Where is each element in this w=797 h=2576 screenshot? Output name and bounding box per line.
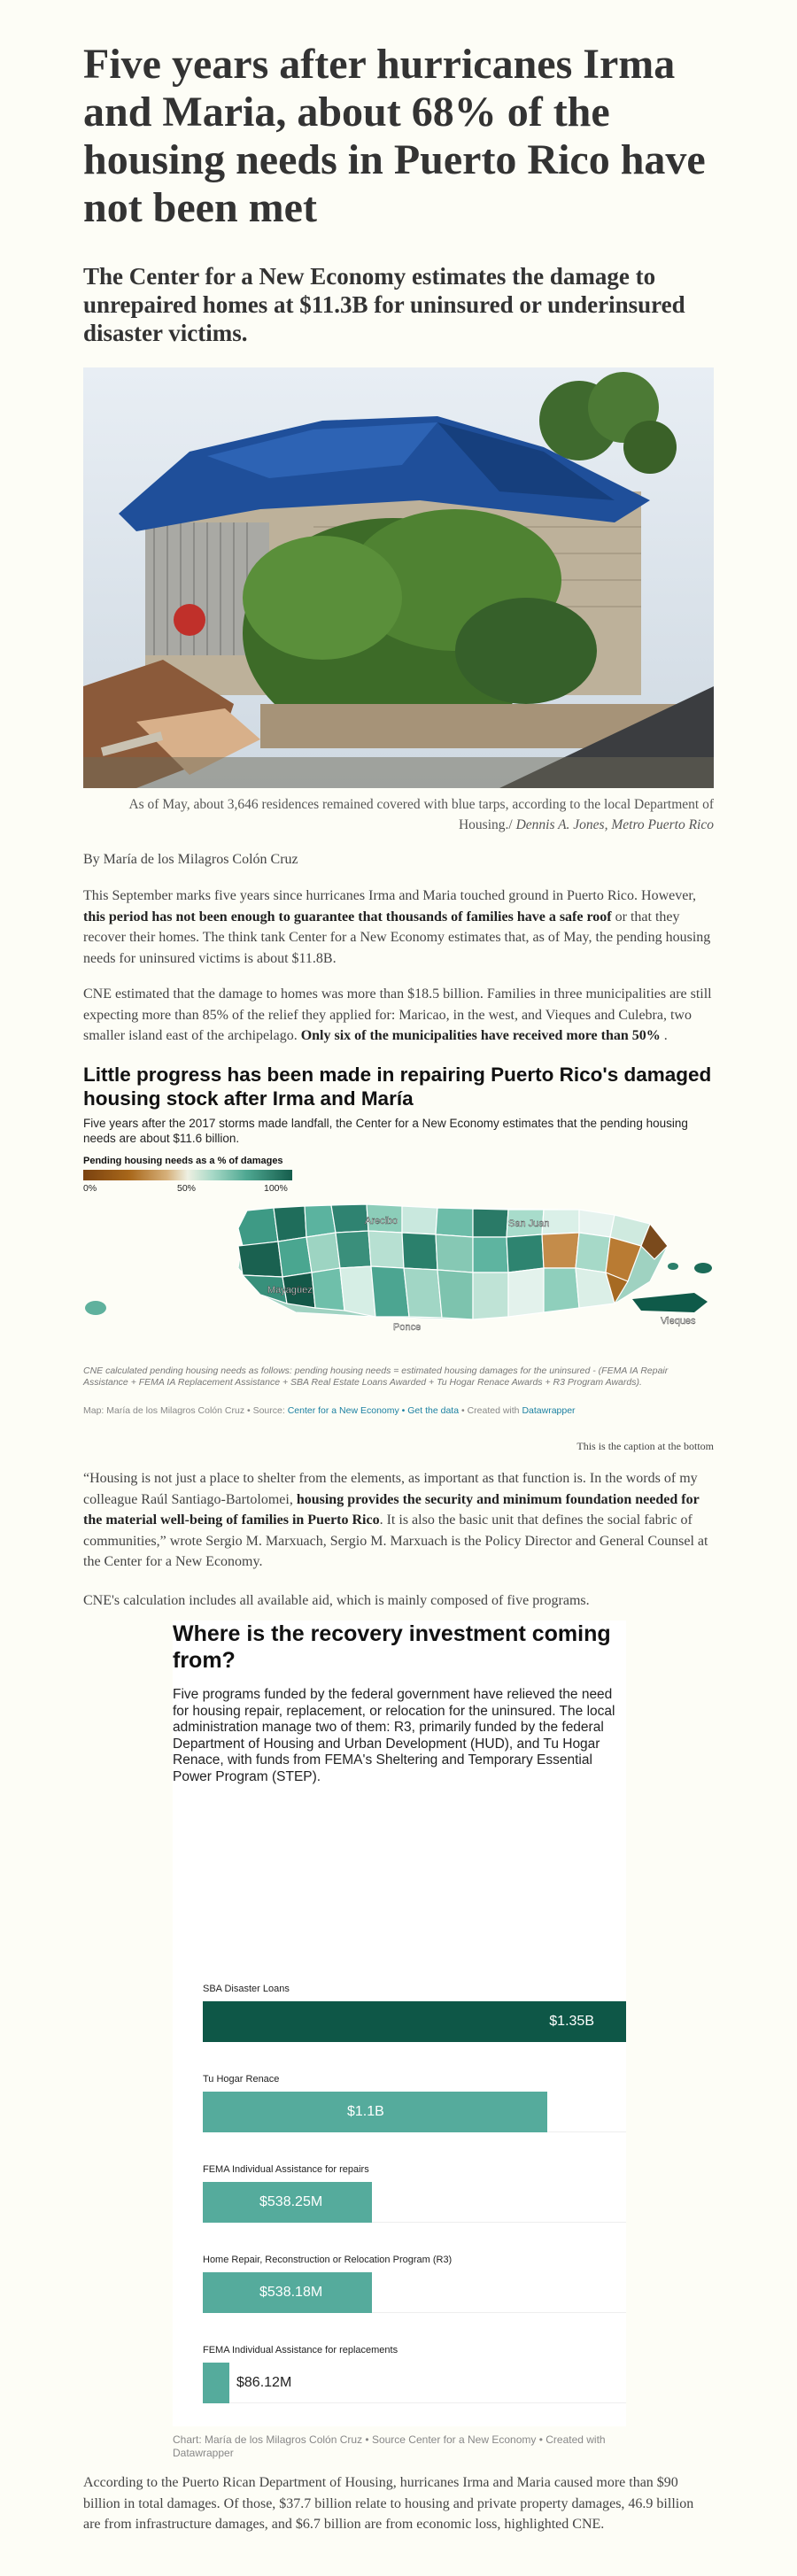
map-caption: This is the caption at the bottom xyxy=(576,1440,714,1452)
get-the-data-link[interactable]: Get the data xyxy=(407,1405,460,1416)
bar-category-label: Tu Hogar Renace xyxy=(203,2074,280,2085)
map-legend-gradient xyxy=(83,1170,292,1180)
deck-subheadline: The Center for a New Economy estimates t… xyxy=(83,263,685,346)
chart-footer: Chart: María de los Milagros Colón Cruz … xyxy=(173,2433,606,2459)
photo-caption: As of May, about 3,646 residences remain… xyxy=(83,794,714,835)
p3-text-c: . It is also the basic unit that defines… xyxy=(83,1512,708,1569)
bar-value-label: $1.35B xyxy=(549,2014,594,2029)
bar-row: FEMA Individual Assistance for replaceme… xyxy=(203,2345,626,2403)
city-label-mayaguez: Mayagüez xyxy=(267,1285,313,1296)
map-created-with: • Created with xyxy=(459,1405,522,1416)
bar-row: FEMA Individual Assistance for repairs $5… xyxy=(203,2164,626,2223)
photo-credit: Dennis A. Jones, Metro Puerto Rico xyxy=(512,817,714,832)
map-source-link[interactable]: Center for a New Economy xyxy=(287,1405,399,1416)
bar-category-label: FEMA Individual Assistance for replaceme… xyxy=(203,2345,398,2356)
bar-category-label: Home Repair, Reconstruction or Relocatio… xyxy=(203,2255,453,2265)
bar-category-label: FEMA Individual Assistance for repairs xyxy=(203,2164,369,2175)
chart-title: Where is the recovery investment coming … xyxy=(173,1621,611,1673)
city-label-arecibo: Arecibo xyxy=(365,1216,398,1226)
bar[interactable] xyxy=(203,2001,626,2042)
bar[interactable] xyxy=(203,2092,547,2132)
bar-track: $1.35B xyxy=(203,2001,626,2042)
bar-track: $86.12M xyxy=(203,2363,626,2403)
map-source-prefix: Map: María de los Milagros Colón Cruz • … xyxy=(83,1405,288,1416)
p2-text-a: CNE estimated that the damage to homes w… xyxy=(83,986,712,1043)
legend-label-100: 100% xyxy=(264,1183,288,1194)
datawrapper-link[interactable]: Datawrapper xyxy=(522,1405,576,1416)
bar-category-label: SBA Disaster Loans xyxy=(203,1984,290,1994)
map-title: Little progress has been made in repairi… xyxy=(83,1064,712,1110)
bar-track: $1.1B xyxy=(203,2092,626,2132)
bar[interactable] xyxy=(203,2182,372,2223)
p1-text-a: This September marks five years since hu… xyxy=(83,888,697,903)
puerto-rico-choropleth-map[interactable]: Arecibo San Juan Mayagüez Ponce Vieques xyxy=(83,1197,714,1365)
paragraph-2: CNE estimated that the damage to homes w… xyxy=(83,984,714,1047)
p3-highlight: housing provides the security and minimu… xyxy=(83,1491,700,1528)
p3-text-a: “Housing is not just a place to shelter … xyxy=(83,1471,698,1507)
paragraph-1: This September marks five years since hu… xyxy=(83,886,714,969)
legend-label-50: 50% xyxy=(177,1183,197,1194)
p2-highlight: Only six of the municipalities have rece… xyxy=(300,1028,661,1043)
bar-value-label: $538.18M xyxy=(259,2285,323,2300)
paragraph-5: According to the Puerto Rican Department… xyxy=(83,2475,694,2532)
bar-row: SBA Disaster Loans $1.35B xyxy=(203,1984,626,2042)
city-label-ponce: Ponce xyxy=(393,1322,421,1333)
caption-text: As of May, about 3,646 residences remain… xyxy=(128,797,714,832)
bar[interactable] xyxy=(203,2272,372,2313)
p1-highlight: this period has not been enough to guara… xyxy=(83,909,612,924)
bar-track: $538.18M xyxy=(203,2272,626,2313)
recovery-investment-chart: Where is the recovery investment coming … xyxy=(173,1621,626,2426)
map-source-line: Map: María de los Milagros Colón Cruz • … xyxy=(83,1405,714,1416)
bar-value-label: $538.25M xyxy=(259,2194,323,2209)
bar-row: Tu Hogar Renace $1.1B xyxy=(203,2074,626,2132)
article-photo xyxy=(83,367,714,788)
map-subtitle: Five years after the 2017 storms made la… xyxy=(83,1117,688,1145)
map-culebra xyxy=(694,1263,712,1273)
paragraph-3: “Housing is not just a place to shelter … xyxy=(83,1468,714,1573)
headline: Five years after hurricanes Irma and Mar… xyxy=(83,41,706,231)
map-notes: CNE calculated pending housing needs as … xyxy=(83,1365,669,1388)
bar[interactable] xyxy=(203,2363,229,2403)
bar-value-label: $86.12M xyxy=(236,2375,292,2390)
paragraph-4: CNE's calculation includes all available… xyxy=(83,1593,590,1608)
map-source-sep: • xyxy=(398,1405,408,1416)
chart-subtitle: Five programs funded by the federal gove… xyxy=(173,1687,615,1784)
byline: By María de los Milagros Colón Cruz xyxy=(83,852,298,867)
city-label-san-juan: San Juan xyxy=(508,1218,549,1229)
city-label-vieques: Vieques xyxy=(661,1316,696,1327)
map-vieques xyxy=(632,1293,708,1312)
map-mona-island xyxy=(85,1301,106,1315)
bar-row: Home Repair, Reconstruction or Relocatio… xyxy=(203,2255,626,2313)
map-legend-title: Pending housing needs as a % of damages xyxy=(83,1156,283,1166)
bar-value-label: $1.1B xyxy=(347,2104,384,2119)
p1-text-c: or that they recover their homes. The th… xyxy=(83,909,711,966)
bar-track: $538.25M xyxy=(203,2182,626,2223)
p2-text-c: . xyxy=(660,1028,668,1043)
legend-label-0: 0% xyxy=(83,1183,97,1194)
